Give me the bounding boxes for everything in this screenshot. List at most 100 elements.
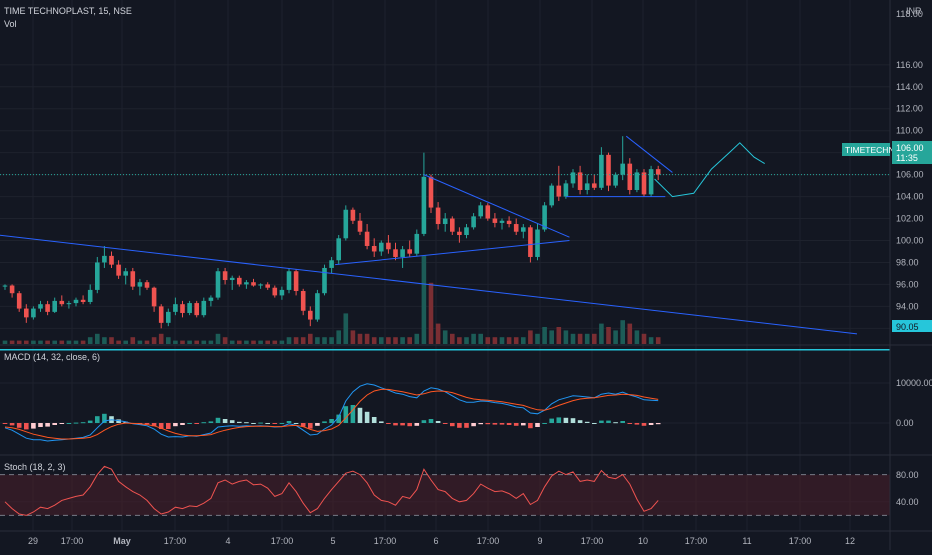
volume-bar xyxy=(506,337,512,344)
grid-layer xyxy=(0,0,890,531)
last-price-ticker-tag xyxy=(842,143,890,156)
macd-histogram-bar xyxy=(279,423,285,424)
macd-histogram-bar xyxy=(16,423,22,428)
candle-body xyxy=(180,304,185,313)
last-price-tag xyxy=(892,141,932,164)
currency-label: INR xyxy=(906,6,922,16)
candle-body xyxy=(208,297,214,301)
candle-body xyxy=(627,163,633,190)
candle-body xyxy=(584,183,590,190)
macd-histogram-bar xyxy=(414,423,420,426)
macd-histogram-bar xyxy=(556,417,562,423)
candle-body xyxy=(350,209,356,221)
volume-bar xyxy=(577,333,583,344)
volume-bar xyxy=(308,333,313,344)
macd-histogram-bar xyxy=(592,423,597,424)
wedge-upper-line xyxy=(423,174,570,238)
candle-body xyxy=(116,264,121,276)
price-tick-label: 116.00 xyxy=(896,60,923,70)
macd-histogram-bar xyxy=(435,421,441,423)
time-axis[interactable]: 29 17:00 May 17:00 4 17:00 5 17:00 6 17:00 9 17:00 1… xyxy=(28,536,855,546)
candle-body xyxy=(414,233,420,254)
macd-histogram-bar xyxy=(379,421,384,423)
volume-bar xyxy=(137,340,143,344)
candle-body xyxy=(215,271,221,298)
macd-histogram-bar xyxy=(478,423,483,425)
macd-histogram-bar xyxy=(237,421,242,423)
candle-body xyxy=(151,287,157,307)
candle-body xyxy=(655,169,661,175)
volume-bar xyxy=(414,333,420,344)
candle-body xyxy=(379,242,384,252)
volume-bar xyxy=(59,340,65,344)
volume-bar xyxy=(521,337,526,344)
price-tick-label: 106.00 xyxy=(896,170,924,180)
volume-bar xyxy=(258,340,263,344)
macd-histogram-bar xyxy=(492,423,498,425)
volume-bar xyxy=(173,340,178,344)
volume-bar xyxy=(251,340,256,344)
candle-body xyxy=(506,220,512,225)
volume-bar xyxy=(80,340,86,344)
price-axis[interactable]: 116.00114.00112.00110.00108.00106.00104.… xyxy=(896,60,924,334)
candle-body xyxy=(308,310,313,320)
time-tick-label: 17:00 xyxy=(374,536,397,546)
macd-histogram-bar xyxy=(371,417,377,423)
volume-bar xyxy=(435,323,441,344)
volume-bar xyxy=(87,337,93,344)
macd-histogram-bar xyxy=(95,416,100,423)
price-axis-top-label: 118.00 xyxy=(896,9,923,19)
macd-histogram-bar xyxy=(364,411,370,423)
candle-body xyxy=(599,154,604,188)
candle-body xyxy=(570,172,576,184)
time-tick-label: 17:00 xyxy=(685,536,708,546)
candle-body xyxy=(471,216,476,228)
candle-body xyxy=(144,282,150,288)
volume-bar xyxy=(442,330,448,344)
candle-body xyxy=(52,300,57,312)
candle-body xyxy=(137,282,143,287)
macd-histogram-bar xyxy=(357,407,363,423)
symbol-legend: TIME TECHNOPLAST, 15, NSE xyxy=(4,6,132,16)
time-tick-label: 12 xyxy=(845,536,855,546)
price-tick-label: 102.00 xyxy=(896,214,924,224)
macd-histogram-bar xyxy=(116,419,121,423)
volume-bar xyxy=(208,340,214,344)
volume-bar xyxy=(364,333,370,344)
macd-layer xyxy=(2,383,661,442)
volume-bar xyxy=(315,337,320,344)
candle-body xyxy=(293,271,299,292)
candle-body xyxy=(45,304,50,312)
candle-body xyxy=(606,154,611,186)
macd-histogram-bar xyxy=(648,423,654,425)
volume-bar xyxy=(244,340,249,344)
volume-bar xyxy=(584,333,590,344)
macd-histogram-bar xyxy=(38,423,43,427)
volume-bar xyxy=(535,333,540,344)
candle-body xyxy=(464,227,469,236)
candle-body xyxy=(123,271,128,276)
volume-bar xyxy=(393,337,398,344)
price-tick-label: 104.00 xyxy=(896,192,924,202)
macd-histogram-bar xyxy=(244,422,249,424)
macd-histogram-bar xyxy=(521,423,526,426)
macd-histogram-bar xyxy=(464,423,469,428)
volume-bar xyxy=(400,337,405,344)
time-tick-label: 17:00 xyxy=(477,536,500,546)
volume-bar xyxy=(38,340,43,344)
macd-histogram-bar xyxy=(627,423,633,424)
candle-body xyxy=(222,271,228,281)
candle-body xyxy=(343,209,349,239)
macd-histogram-bar xyxy=(272,423,278,424)
candle-body xyxy=(641,172,647,195)
macd-histogram-bar xyxy=(80,422,86,424)
macd-histogram-bar xyxy=(641,423,647,426)
candle-body xyxy=(2,285,8,287)
volume-bar xyxy=(627,323,633,344)
macd-histogram-bar xyxy=(229,420,235,423)
macd-histogram-bar xyxy=(336,414,341,423)
candle-body xyxy=(528,227,533,257)
macd-histogram-bar xyxy=(542,423,547,424)
